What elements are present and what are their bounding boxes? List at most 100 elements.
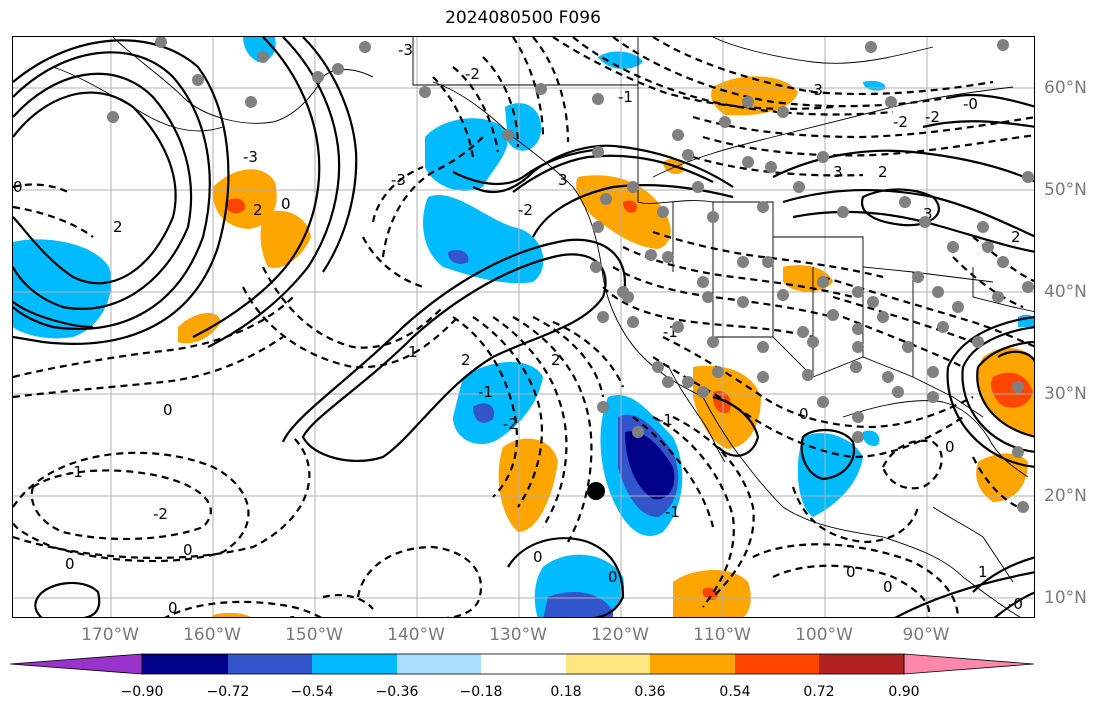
contour-label: 2 [461,351,471,369]
lon-label: 90°W [902,625,950,645]
negative-anomaly-region [505,103,542,151]
contour-label: -2 [925,108,940,126]
station-dots [107,37,1034,513]
lat-label: 20°N [1044,486,1087,506]
colorbar-segment [397,654,481,674]
contour-label: -3 [243,148,258,166]
contour-label: 0 [533,548,543,566]
negative-anomaly-region [473,403,495,423]
lat-label: 60°N [1044,78,1087,98]
contour-label: 0 [168,599,178,617]
contour-label: 0 [883,578,893,596]
lon-label: 140°W [387,625,445,645]
colorbar-segment [228,654,312,674]
contour-label: 2 [878,163,888,181]
contour-label: 3 [558,171,568,189]
negative-anomaly-region [863,80,886,91]
colorbar-tick: −0.54 [290,684,334,700]
colorbar-tick: 0.54 [719,684,751,700]
contour-label: 1 [408,343,418,361]
colorbar [10,653,1035,675]
positive-anomaly-region [498,438,558,532]
contour-label: -2 [503,415,518,433]
positive-anomaly-region [976,453,1028,502]
negative-anomaly-region [625,431,675,500]
contour-label: 0 [163,401,173,419]
colorbar-tick: 0.90 [888,684,920,700]
contour-label: 0 [608,568,618,586]
positive-anomaly-region [990,372,1033,408]
contour-label: -1 [478,383,493,401]
positive-anomaly-region [178,312,221,344]
colorbar-segment [312,654,397,674]
contour-label: 0 [183,541,193,559]
colorbar-tick: −0.36 [375,684,419,700]
contour-label: -2 [465,65,480,83]
contour-label: 0 [13,178,23,196]
contour-label: -2 [893,113,908,131]
map-panel: -3 -3 -2 -3 -2 -1 -2 -3 -2 -1 0 2 0 2 1 … [12,36,1035,618]
map-canvas: -3 -3 -2 -3 -2 -1 -2 -3 -2 -1 0 2 0 2 1 … [13,37,1034,618]
contour-label: 3 [923,205,933,223]
contour-label: -1 [618,88,633,106]
colorbar-tick: 0.36 [634,684,666,700]
contour-label: -2 [153,505,168,523]
contour-label: -3 [391,171,406,189]
colorbar-tick: 0.72 [803,684,835,700]
contour-label: -2 [518,201,533,219]
contour-label: -1 [283,613,298,618]
positive-anomaly-region [225,198,246,214]
contours [13,37,1034,617]
positive-anomaly-region [623,200,638,213]
coastlines [52,37,1034,617]
contour-label: 0 [799,405,809,423]
positive-anomaly-region [576,175,671,249]
colorbar-segment [735,654,819,674]
contour-label: 1 [978,563,988,581]
negative-anomaly-region [862,430,880,447]
colorbar-extend-min [10,653,143,675]
negative-anomaly-region [448,250,469,264]
negative-anomaly-region [13,239,112,339]
contour-label: 2 [551,351,561,369]
colorbar-tick: −0.72 [206,684,250,700]
lon-label: 100°W [795,625,853,645]
contour-label: 0 [846,563,856,581]
lon-label: 170°W [81,625,139,645]
colorbar-segment [650,654,735,674]
lon-label: 130°W [489,625,547,645]
contour-label: 0 [65,555,75,573]
contour-label: -3 [398,41,413,59]
contour-label: -0 [963,95,978,113]
lat-label: 40°N [1044,282,1087,302]
map-title: 2024080500 F096 [445,8,601,28]
contour-label: 2 [113,218,123,236]
colorbar-segment [819,654,904,674]
colorbar-segment [481,654,566,674]
lat-label: 10°N [1044,588,1087,608]
contour-label: 2 [253,201,263,219]
contour-label: 3 [833,163,843,181]
storm-center-marker [587,482,605,500]
contour-labels: -3 -3 -2 -3 -2 -1 -2 -3 -2 -1 0 2 0 2 1 … [13,41,1023,618]
lon-label: 120°W [591,625,649,645]
contour-label: -1 [68,463,83,481]
lon-label: 110°W [693,625,751,645]
contour-label: -1 [658,411,673,429]
positive-anomaly-region [212,612,251,617]
colorbar-tick: −0.90 [120,684,164,700]
colorbar-tick: 0.18 [550,684,582,700]
lat-label: 30°N [1044,384,1087,404]
contour-label: 0 [945,438,955,456]
colorbar-extend-max [903,653,1035,675]
colorbar-segment [142,654,228,674]
negative-anomaly-region [453,362,543,445]
lon-label: 150°W [285,625,343,645]
colorbar-tick: −0.18 [459,684,503,700]
lon-label: 160°W [183,625,241,645]
positive-anomaly-region [260,210,311,268]
contour-label: -1 [665,503,680,521]
contour-label: 0 [281,195,291,213]
colorbar-segment [566,654,650,674]
contour-label: -3 [808,81,823,99]
